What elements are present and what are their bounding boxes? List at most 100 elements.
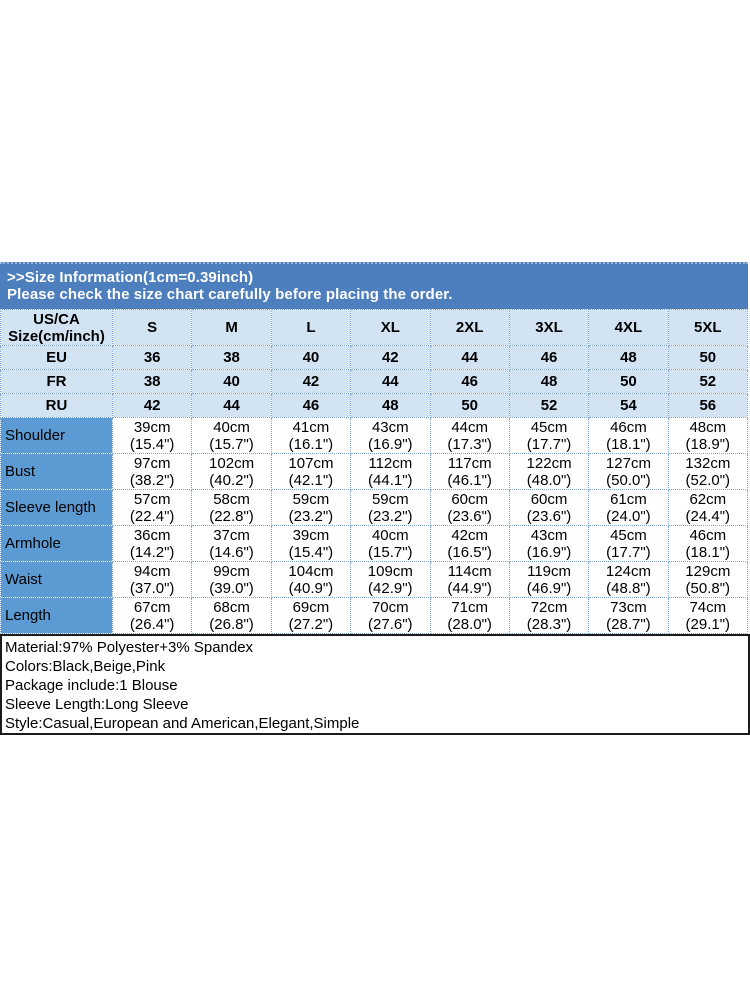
- measurement-inch: (23.2"): [288, 507, 334, 525]
- measurement-cm: 114cm: [447, 562, 492, 580]
- measurement-inch: (15.7"): [368, 543, 413, 561]
- measurement-cell: 104cm (40.9"): [270, 561, 352, 598]
- measurement-inch: (17.7"): [606, 543, 651, 561]
- measurement-cell: 43cm (16.9"): [350, 417, 431, 454]
- measurement-cell: 112cm (44.1"): [350, 453, 431, 490]
- corner-header-cell: US/CA Size(cm/inch): [0, 309, 113, 346]
- size-column-header: 4XL: [588, 309, 669, 346]
- measurement-inch: (18.9"): [685, 435, 731, 453]
- measurement-inch: (26.8"): [209, 615, 254, 633]
- measurement-cell: 127cm (50.0"): [588, 453, 669, 490]
- measurement-inch: (50.0"): [606, 471, 651, 489]
- measurement-cm: 46cm: [610, 418, 647, 436]
- region-size-cell: 42: [350, 345, 431, 370]
- measurement-inch: (48.8"): [606, 579, 651, 597]
- measurement-cm: 94cm: [133, 562, 171, 580]
- measurement-row: Bust 97cm (38.2") 102cm (40.2") 107cm (42.1") 1…: [0, 453, 749, 490]
- measurement-inch: (27.6"): [368, 615, 413, 633]
- size-chart-content: >>Size Information(1cm=0.39inch) Please …: [0, 262, 750, 735]
- measurement-inch: (44.9"): [447, 579, 492, 597]
- detail-material: Material:97% Polyester+3% Spandex: [5, 639, 254, 656]
- measurement-cm: 41cm: [292, 418, 330, 436]
- measurement-inch: (28.0"): [447, 615, 492, 633]
- measurement-row-label: Shoulder: [0, 417, 113, 454]
- measurement-row-label: Waist: [0, 561, 113, 598]
- size-column-header: M: [191, 309, 272, 346]
- measurement-row-label: Length: [0, 597, 113, 634]
- measurement-cm: 70cm: [371, 598, 409, 616]
- size-table-header-row: US/CA Size(cm/inch) S M L XL 2XL 3XL 4XL 5XL: [0, 309, 749, 346]
- detail-sleeve-length: Sleeve Length:Long Sleeve: [5, 696, 189, 713]
- measurement-cm: 74cm: [689, 598, 727, 616]
- measurement-cell: 132cm (52.0"): [667, 453, 749, 490]
- measurement-cell: 40cm (15.7"): [191, 417, 272, 454]
- measurement-inch: (16.1"): [288, 435, 334, 453]
- measurement-cell: 45cm (17.7"): [588, 525, 669, 562]
- measurement-inch: (14.2"): [129, 543, 175, 561]
- measurement-inch: (17.3"): [447, 435, 492, 453]
- measurement-inch: (14.6"): [209, 543, 254, 561]
- measurement-cm: 37cm: [213, 526, 250, 544]
- size-column-header: 5XL: [667, 309, 749, 346]
- region-row: EU 36 38 40 42 44 46 48 50: [0, 345, 749, 370]
- measurement-cell: 68cm (26.8"): [191, 597, 272, 634]
- measurement-cell: 59cm (23.2"): [270, 489, 352, 526]
- product-details-box: Material:97% Polyester+3% Spandex Colors…: [0, 634, 750, 735]
- measurement-inch: (24.0"): [606, 507, 651, 525]
- size-column-header: L: [270, 309, 352, 346]
- measurement-cm: 73cm: [610, 598, 647, 616]
- measurement-cell: 94cm (37.0"): [111, 561, 193, 598]
- detail-colors: Colors:Black,Beige,Pink: [5, 658, 166, 675]
- measurement-cm: 72cm: [530, 598, 568, 616]
- measurement-row: Sleeve length 57cm (22.4") 58cm (22.8") 59cm(…: [0, 489, 749, 526]
- measurement-cm: 68cm: [213, 598, 250, 616]
- measurement-inch: (48.0"): [526, 471, 572, 489]
- region-size-cell: 38: [111, 369, 193, 394]
- region-row: RU 42 44 46 48 50 52 54 56: [0, 393, 749, 418]
- region-size-cell: 54: [588, 393, 669, 418]
- measurement-cm: 60cm: [530, 490, 568, 508]
- measurement-inch: (15.4"): [288, 543, 334, 561]
- measurement-inch: (24.4"): [685, 507, 731, 525]
- measurement-cell: 67cm (26.4"): [111, 597, 193, 634]
- banner-title: >>Size Information(1cm=0.39inch): [7, 269, 254, 286]
- measurement-cell: 44cm (17.3"): [429, 417, 510, 454]
- measurement-cm: 39cm: [292, 526, 330, 544]
- measurement-cm: 102cm: [209, 454, 255, 472]
- measurement-cm: 132cm: [685, 454, 731, 472]
- measurement-cell: 43cm (16.9"): [508, 525, 590, 562]
- measurement-inch: (50.8"): [685, 579, 731, 597]
- measurement-row: Armhole 36cm (14.2") 37cm (14.6") 39cm (15.4")…: [0, 525, 749, 562]
- measurement-cm: 71cm: [451, 598, 489, 616]
- measurement-inch: (23.6"): [526, 507, 572, 525]
- region-size-cell: 52: [667, 369, 749, 394]
- measurement-cell: 46cm (18.1"): [588, 417, 669, 454]
- measurement-cell: 37cm (14.6"): [191, 525, 272, 562]
- measurement-cm: 119cm: [527, 562, 572, 580]
- region-size-cell: 44: [191, 393, 272, 418]
- measurement-inch: (23.6"): [447, 507, 492, 525]
- region-size-cell: 40: [191, 369, 272, 394]
- measurement-cm: 57cm: [133, 490, 171, 508]
- size-column-header: 2XL: [429, 309, 510, 346]
- region-row: FR 38 40 42 44 46 48 50 52: [0, 369, 749, 394]
- region-row-label: RU: [0, 393, 113, 418]
- region-row-label: EU: [0, 345, 113, 370]
- measurement-cm: 99cm: [213, 562, 250, 580]
- region-size-cell: 38: [191, 345, 272, 370]
- region-size-cell: 42: [270, 369, 352, 394]
- measurement-cm: 40cm: [213, 418, 250, 436]
- measurement-inch: (42.9"): [368, 579, 413, 597]
- measurement-cm: 44cm: [451, 418, 489, 436]
- region-size-cell: 46: [270, 393, 352, 418]
- measurement-cell: 107cm (42.1"): [270, 453, 352, 490]
- region-size-cell: 46: [508, 345, 590, 370]
- measurement-cm: 61cm: [610, 490, 647, 508]
- size-table: US/CA Size(cm/inch) S M L XL 2XL 3XL 4XL 5XL EU 36 3…: [0, 309, 749, 634]
- measurement-inch: (38.2"): [129, 471, 175, 489]
- measurement-row-label: Armhole: [0, 525, 113, 562]
- measurement-inch: (29.1"): [685, 615, 731, 633]
- measurement-cell: 129cm (50.8"): [667, 561, 749, 598]
- measurement-cm: 60cm: [451, 490, 489, 508]
- measurement-cell: 117cm (46.1"): [429, 453, 510, 490]
